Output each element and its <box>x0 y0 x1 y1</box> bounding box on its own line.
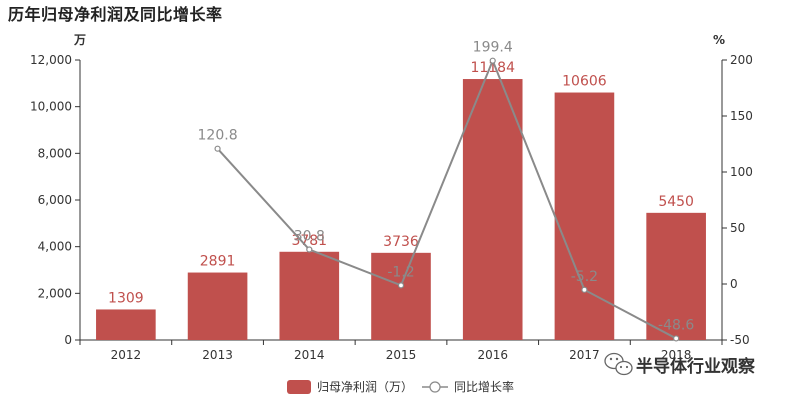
left-axis-unit: 万 <box>73 33 86 47</box>
left-tick-label: 8,000 <box>38 146 72 160</box>
bar-value-label: 11184 <box>470 60 515 76</box>
left-tick-label: 12,000 <box>30 53 72 67</box>
left-tick-label: 2,000 <box>38 286 72 300</box>
growth-value-label: -48.6 <box>658 317 694 333</box>
legend-bar-label: 归母净利润（万） <box>317 380 413 394</box>
growth-value-label: 199.4 <box>473 40 513 56</box>
growth-value-label: 120.8 <box>198 128 238 144</box>
watermark: 半导体行业观察 <box>604 352 756 377</box>
bar <box>187 272 248 340</box>
growth-point <box>214 145 221 152</box>
right-axis-unit: % <box>713 33 725 47</box>
bar <box>646 212 706 340</box>
growth-point <box>489 57 496 64</box>
bar <box>279 251 340 340</box>
legend: 归母净利润（万） 同比增长率 <box>287 379 514 394</box>
legend-line-marker <box>429 381 441 393</box>
bar-value-label: 2891 <box>200 254 236 270</box>
growth-value-label: -5.2 <box>571 269 598 285</box>
bar <box>371 252 431 340</box>
growth-line <box>216 58 677 340</box>
bar-value-label: 5450 <box>658 194 694 210</box>
right-tick-label: 200 <box>730 53 753 67</box>
watermark-text: 半导体行业观察 <box>636 356 756 377</box>
chart-title: 历年归母净利润及同比增长率 <box>8 5 223 24</box>
left-tick-label: 0 <box>64 333 72 347</box>
growth-point <box>673 335 680 342</box>
x-tick-label: 2018 <box>661 348 692 362</box>
left-tick-label: 6,000 <box>38 193 72 207</box>
x-tick-label: 2014 <box>294 348 325 362</box>
bar-value-label: 3781 <box>291 233 327 249</box>
bar-value-label: 3736 <box>383 234 419 250</box>
plot-area: 0 2,000 4,000 6,000 8,000 10,000 12,000 -50 0 50 1… <box>30 40 753 362</box>
x-tick-label: 2017 <box>569 348 600 362</box>
legend-bar-swatch <box>287 380 311 394</box>
growth-value-label: -1.2 <box>387 264 414 280</box>
left-tick-label: 10,000 <box>30 100 72 114</box>
bar-value-label: 10606 <box>562 74 607 90</box>
growth-point <box>581 286 588 293</box>
right-tick-label: -50 <box>730 333 750 347</box>
left-tick-label: 4,000 <box>38 240 72 254</box>
right-tick-label: 50 <box>730 221 745 235</box>
bar <box>96 309 156 340</box>
right-tick-label: 150 <box>730 109 753 123</box>
x-tick-label: 2016 <box>477 348 508 362</box>
growth-point <box>397 282 405 289</box>
right-tick-label: 100 <box>730 165 753 179</box>
x-tick-label: 2013 <box>202 348 233 362</box>
growth-value-label: 30.8 <box>294 229 325 245</box>
x-tick-label: 2015 <box>386 348 417 362</box>
growth-point <box>306 246 313 253</box>
legend-line-label: 同比增长率 <box>454 379 514 394</box>
x-tick-label: 2012 <box>111 348 142 362</box>
bar <box>462 79 523 340</box>
right-tick-label: 0 <box>730 277 738 291</box>
bar <box>554 92 615 340</box>
bar-value-label: 1309 <box>108 290 144 306</box>
wechat-icon <box>604 352 633 376</box>
